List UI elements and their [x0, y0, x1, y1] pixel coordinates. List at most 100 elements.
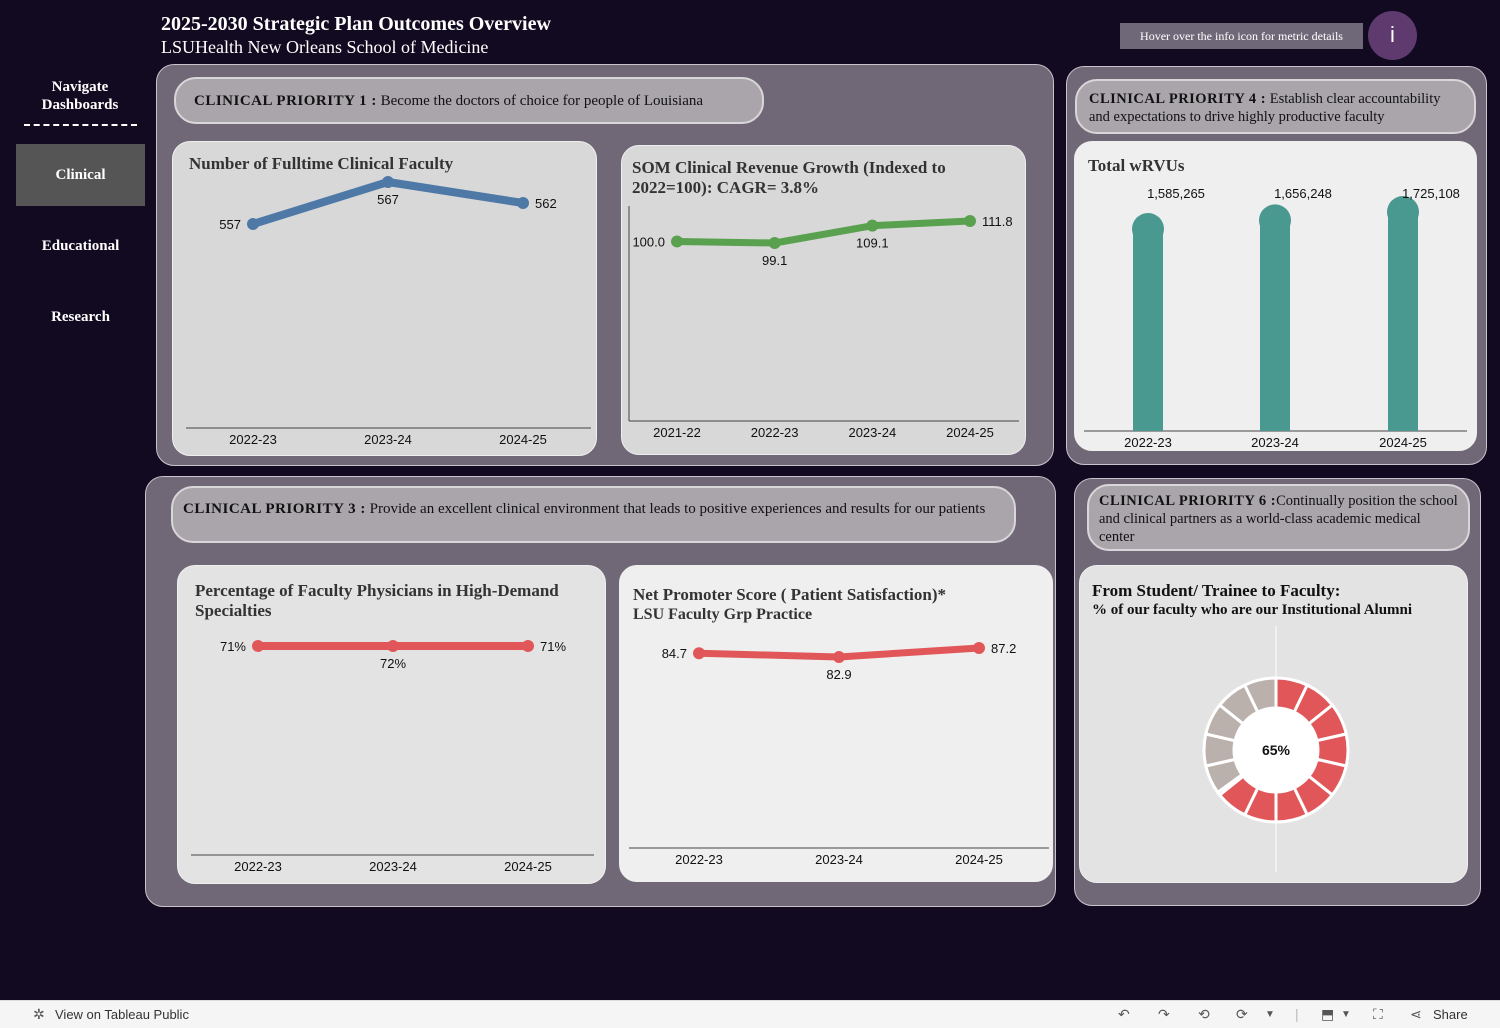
nav-divider: [24, 124, 137, 126]
priority-1-banner: CLINICAL PRIORITY 1 : Become the doctors…: [174, 77, 764, 124]
tableau-logo-icon: ✲: [33, 1006, 45, 1022]
faculty-chart: 557 567 562 2022-23 2023-24 2024-25: [186, 176, 591, 447]
faculty-point-2023-24: [382, 176, 394, 188]
nps-title: Net Promoter Score ( Patient Satisfactio…: [633, 585, 946, 604]
wrvu-tick-label-2024-25: 2024-25: [1379, 435, 1427, 450]
nps-tick-label-2022-23: 2022-23: [675, 852, 723, 867]
wrvu-data-label-2024-25: 1,725,108: [1402, 186, 1460, 201]
priority-4-text: Establish clear accountability and expec…: [1089, 91, 1441, 125]
wrvu-title: Total wRVUs: [1088, 156, 1185, 175]
highdemand-point-2024-25: [522, 640, 534, 652]
priority-6-text: Continually position the school and clin…: [1099, 493, 1458, 545]
highdemand-title: Percentage of Faculty Physicians in High…: [195, 581, 559, 620]
nps-point-2022-23: [693, 647, 705, 660]
revenue-tick-label-2023-24: 2023-24: [848, 425, 896, 440]
page-subtitle: LSUHealth New Orleans School of Medicine: [161, 37, 489, 57]
info-icon[interactable]: i: [1368, 11, 1417, 60]
revenue-series-line: [673, 217, 974, 247]
redo-icon[interactable]: ↷: [1158, 1006, 1170, 1022]
nps-data-label-2022-23: 84.7: [662, 646, 687, 661]
alumni-chart: 65%: [1202, 626, 1350, 872]
highdemand-chart: 71% 72% 71% 2022-23 2023-24 2024-25: [191, 639, 594, 874]
download-icon[interactable]: ⬒: [1321, 1006, 1335, 1022]
toolbar-divider: |: [1295, 1006, 1299, 1022]
wrvu-tick-label-2023-24: 2023-24: [1251, 435, 1299, 450]
priority-1-label: CLINICAL PRIORITY 1 :: [194, 93, 377, 109]
highdemand-data-label-2023-24: 72%: [380, 656, 406, 671]
priority-6-banner: CLINICAL PRIORITY 6 :Continually positio…: [1087, 484, 1470, 551]
wrvu-bar-cap-2024-25: [1387, 196, 1419, 228]
nps-data-label-2023-24: 82.9: [826, 667, 851, 682]
fullscreen-icon[interactable]: ⛶: [1373, 1006, 1383, 1022]
faculty-point-2022-23: [247, 218, 259, 230]
faculty-point-2024-25: [517, 197, 529, 209]
wrvu-data-label-2022-23: 1,585,265: [1147, 186, 1205, 201]
priority-6-label: CLINICAL PRIORITY 6 :: [1099, 493, 1277, 509]
undo-icon[interactable]: ↶: [1118, 1006, 1130, 1022]
alumni-donut-hole: [1234, 708, 1318, 792]
faculty-card: Number of Fulltime Clinical Faculty 557 5…: [172, 141, 597, 456]
faculty-data-label-2023-24: 567: [377, 192, 399, 207]
revenue-tick-label-2022-23: 2022-23: [751, 425, 799, 440]
hover-hint: Hover over the info icon for metric deta…: [1120, 23, 1363, 49]
wrvu-bar-2024-25: [1388, 212, 1418, 431]
refresh-dropdown-icon[interactable]: ▼: [1265, 1009, 1275, 1020]
priority-4-label: CLINICAL PRIORITY 4 :: [1089, 91, 1267, 107]
revenue-point-2021-22: [671, 235, 683, 248]
nav-item-clinical[interactable]: Clinical: [16, 144, 145, 206]
revenue-tick-label-2021-22: 2021-22: [653, 425, 701, 440]
revenue-card: SOM Clinical Revenue Growth (Indexed to …: [621, 145, 1026, 455]
nav-item-educational[interactable]: Educational: [41, 238, 120, 254]
nps-point-2024-25: [973, 642, 985, 654]
revenue-tick-label-2024-25: 2024-25: [946, 425, 994, 440]
nps-data-label-2024-25: 87.2: [991, 641, 1016, 656]
faculty-tick-label-2024-25: 2024-25: [499, 432, 547, 447]
nps-tick-label-2023-24: 2023-24: [815, 852, 863, 867]
page-title: 2025-2030 Strategic Plan Outcomes Overvi…: [161, 13, 551, 35]
nps-point-2023-24: [833, 651, 845, 663]
revenue-point-2022-23: [768, 237, 781, 249]
priority-3-text: Provide an excellent clinical environmen…: [369, 501, 986, 517]
wrvu-bar-cap-2023-24: [1259, 204, 1291, 237]
wrvu-bar-cap-2022-23: [1132, 213, 1164, 245]
wrvu-chart: 1,585,265 2022-23 1,656,248 2023-24 1,725,10…: [1084, 186, 1467, 450]
nps-tick-label-2024-25: 2024-25: [955, 852, 1003, 867]
highdemand-data-label-2024-25: 71%: [540, 639, 566, 654]
faculty-title: Number of Fulltime Clinical Faculty: [189, 154, 454, 173]
faculty-data-label-2022-23: 557: [219, 217, 241, 232]
nps-chart: 84.7 82.9 87.2 2022-23 2023-24 2024-25: [629, 641, 1049, 867]
revenue-data-label-2023-24: 109.1: [856, 236, 889, 251]
alumni-center-label: 65%: [1262, 742, 1291, 758]
wrvu-tick-label-2022-23: 2022-23: [1124, 435, 1172, 450]
wrvu-data-label-2023-24: 1,656,248: [1274, 186, 1332, 201]
tableau-toolbar: ✲ View on Tableau Public ↶ ↷ ⟲ ⟳ ▼ | ⬒ ▼…: [0, 1000, 1500, 1028]
alumni-title: From Student/ Trainee to Faculty:: [1092, 581, 1341, 600]
revenue-chart: 100.0 99.1 109.1 111.8 2021-22 2022-23 2023-24…: [628, 206, 1019, 440]
faculty-tick-label-2022-23: 2022-23: [229, 432, 277, 447]
revenue-data-label-2022-23: 99.1: [762, 253, 787, 268]
highdemand-tick-label-2024-25: 2024-25: [504, 859, 552, 874]
nav-item-research[interactable]: Research: [51, 309, 110, 325]
nps-subtitle: LSU Faculty Grp Practice: [633, 606, 813, 623]
revenue-data-label-2024-25: 111.8: [982, 214, 1013, 229]
highdemand-card: Percentage of Faculty Physicians in High…: [177, 565, 606, 884]
highdemand-tick-label-2022-23: 2022-23: [234, 859, 282, 874]
share-icon[interactable]: ⋖: [1410, 1006, 1422, 1022]
nav-heading: Navigate Dashboards: [41, 79, 119, 113]
revenue-data-label-2021-22: 100.0: [632, 234, 665, 249]
wrvu-bar-2023-24: [1260, 220, 1290, 431]
revert-icon[interactable]: ⟲: [1198, 1006, 1210, 1022]
wrvu-card: Total wRVUs 1,585,265 2022-23 1,656,248 202…: [1074, 141, 1477, 451]
alumni-card: From Student/ Trainee to Faculty: % of o…: [1079, 565, 1468, 883]
download-dropdown-icon[interactable]: ▼: [1341, 1009, 1351, 1020]
refresh-icon[interactable]: ⟳: [1236, 1006, 1248, 1022]
view-on-tableau-link[interactable]: View on Tableau Public: [55, 1007, 189, 1022]
priority-1-text: Become the doctors of choice for people …: [380, 93, 704, 109]
revenue-title: SOM Clinical Revenue Growth (Indexed to …: [632, 158, 946, 197]
revenue-point-2024-25: [964, 215, 976, 227]
highdemand-point-2022-23: [252, 640, 264, 652]
priority-3-banner: CLINICAL PRIORITY 3 : Provide an excelle…: [171, 486, 1016, 543]
priority-3-label: CLINICAL PRIORITY 3 :: [183, 501, 366, 517]
share-button[interactable]: Share: [1433, 1007, 1468, 1022]
highdemand-tick-label-2023-24: 2023-24: [369, 859, 417, 874]
